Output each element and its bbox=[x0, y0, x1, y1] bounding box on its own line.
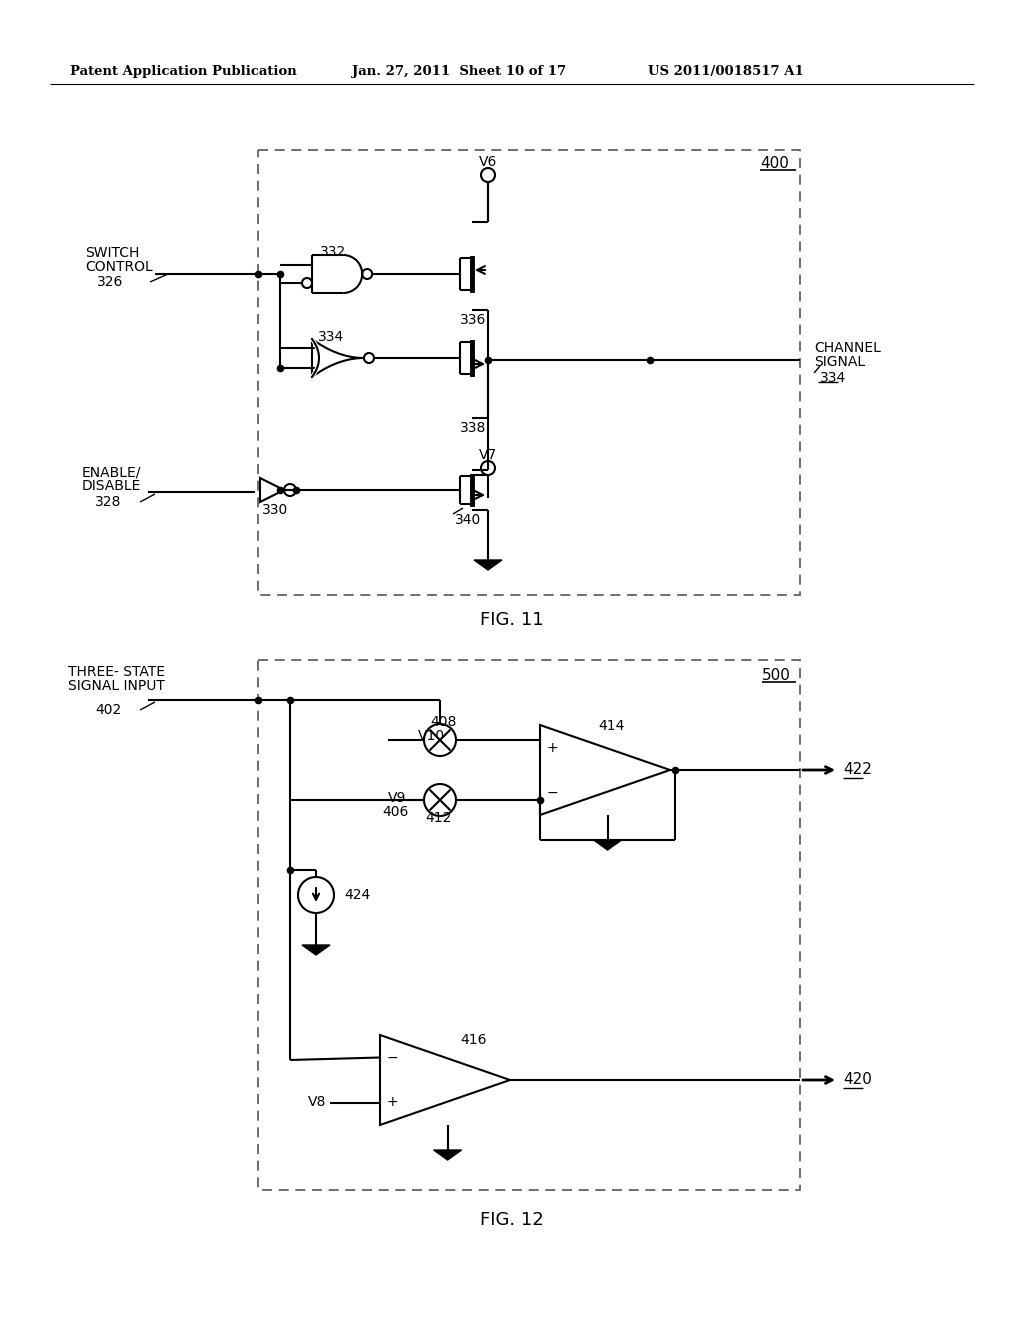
Text: 416: 416 bbox=[460, 1034, 486, 1047]
Circle shape bbox=[302, 279, 312, 288]
Text: SWITCH: SWITCH bbox=[85, 246, 139, 260]
Text: 400: 400 bbox=[760, 157, 788, 172]
Text: Patent Application Publication: Patent Application Publication bbox=[70, 66, 297, 78]
Text: V10: V10 bbox=[418, 729, 445, 743]
Text: 330: 330 bbox=[262, 503, 288, 517]
Text: SIGNAL INPUT: SIGNAL INPUT bbox=[68, 678, 165, 693]
Text: US 2011/0018517 A1: US 2011/0018517 A1 bbox=[648, 66, 804, 78]
Text: 420: 420 bbox=[843, 1072, 871, 1088]
Text: 332: 332 bbox=[319, 246, 346, 259]
Text: 334: 334 bbox=[820, 371, 846, 385]
Text: 500: 500 bbox=[762, 668, 791, 684]
Text: CONTROL: CONTROL bbox=[85, 260, 153, 275]
Text: V6: V6 bbox=[479, 154, 498, 169]
Text: +: + bbox=[386, 1096, 397, 1110]
Text: Jan. 27, 2011  Sheet 10 of 17: Jan. 27, 2011 Sheet 10 of 17 bbox=[352, 66, 566, 78]
Text: −: − bbox=[386, 1051, 397, 1064]
Text: FIG. 11: FIG. 11 bbox=[480, 611, 544, 630]
Polygon shape bbox=[302, 945, 330, 954]
Text: DISABLE: DISABLE bbox=[82, 479, 141, 492]
Text: 414: 414 bbox=[598, 719, 625, 733]
Polygon shape bbox=[474, 560, 502, 570]
Text: 340: 340 bbox=[455, 513, 481, 527]
Text: 406: 406 bbox=[382, 805, 409, 818]
Text: CHANNEL: CHANNEL bbox=[814, 341, 881, 355]
Text: 412: 412 bbox=[425, 810, 452, 825]
Text: ENABLE/: ENABLE/ bbox=[82, 465, 141, 479]
Text: THREE- STATE: THREE- STATE bbox=[68, 665, 165, 678]
Text: 334: 334 bbox=[318, 330, 344, 345]
Polygon shape bbox=[594, 840, 622, 850]
Text: V8: V8 bbox=[308, 1096, 327, 1110]
Text: 424: 424 bbox=[344, 888, 371, 902]
Text: −: − bbox=[546, 785, 558, 800]
Text: 326: 326 bbox=[97, 275, 123, 289]
Text: 422: 422 bbox=[843, 763, 871, 777]
Text: +: + bbox=[546, 741, 558, 755]
Text: 336: 336 bbox=[460, 313, 486, 327]
Text: FIG. 12: FIG. 12 bbox=[480, 1210, 544, 1229]
Text: 408: 408 bbox=[430, 715, 457, 729]
Text: V7: V7 bbox=[479, 447, 497, 462]
Text: 338: 338 bbox=[460, 421, 486, 436]
Text: 328: 328 bbox=[95, 495, 122, 510]
Polygon shape bbox=[433, 1150, 462, 1160]
Text: SIGNAL: SIGNAL bbox=[814, 355, 865, 370]
Text: V9: V9 bbox=[388, 791, 407, 805]
Text: 402: 402 bbox=[95, 704, 121, 717]
